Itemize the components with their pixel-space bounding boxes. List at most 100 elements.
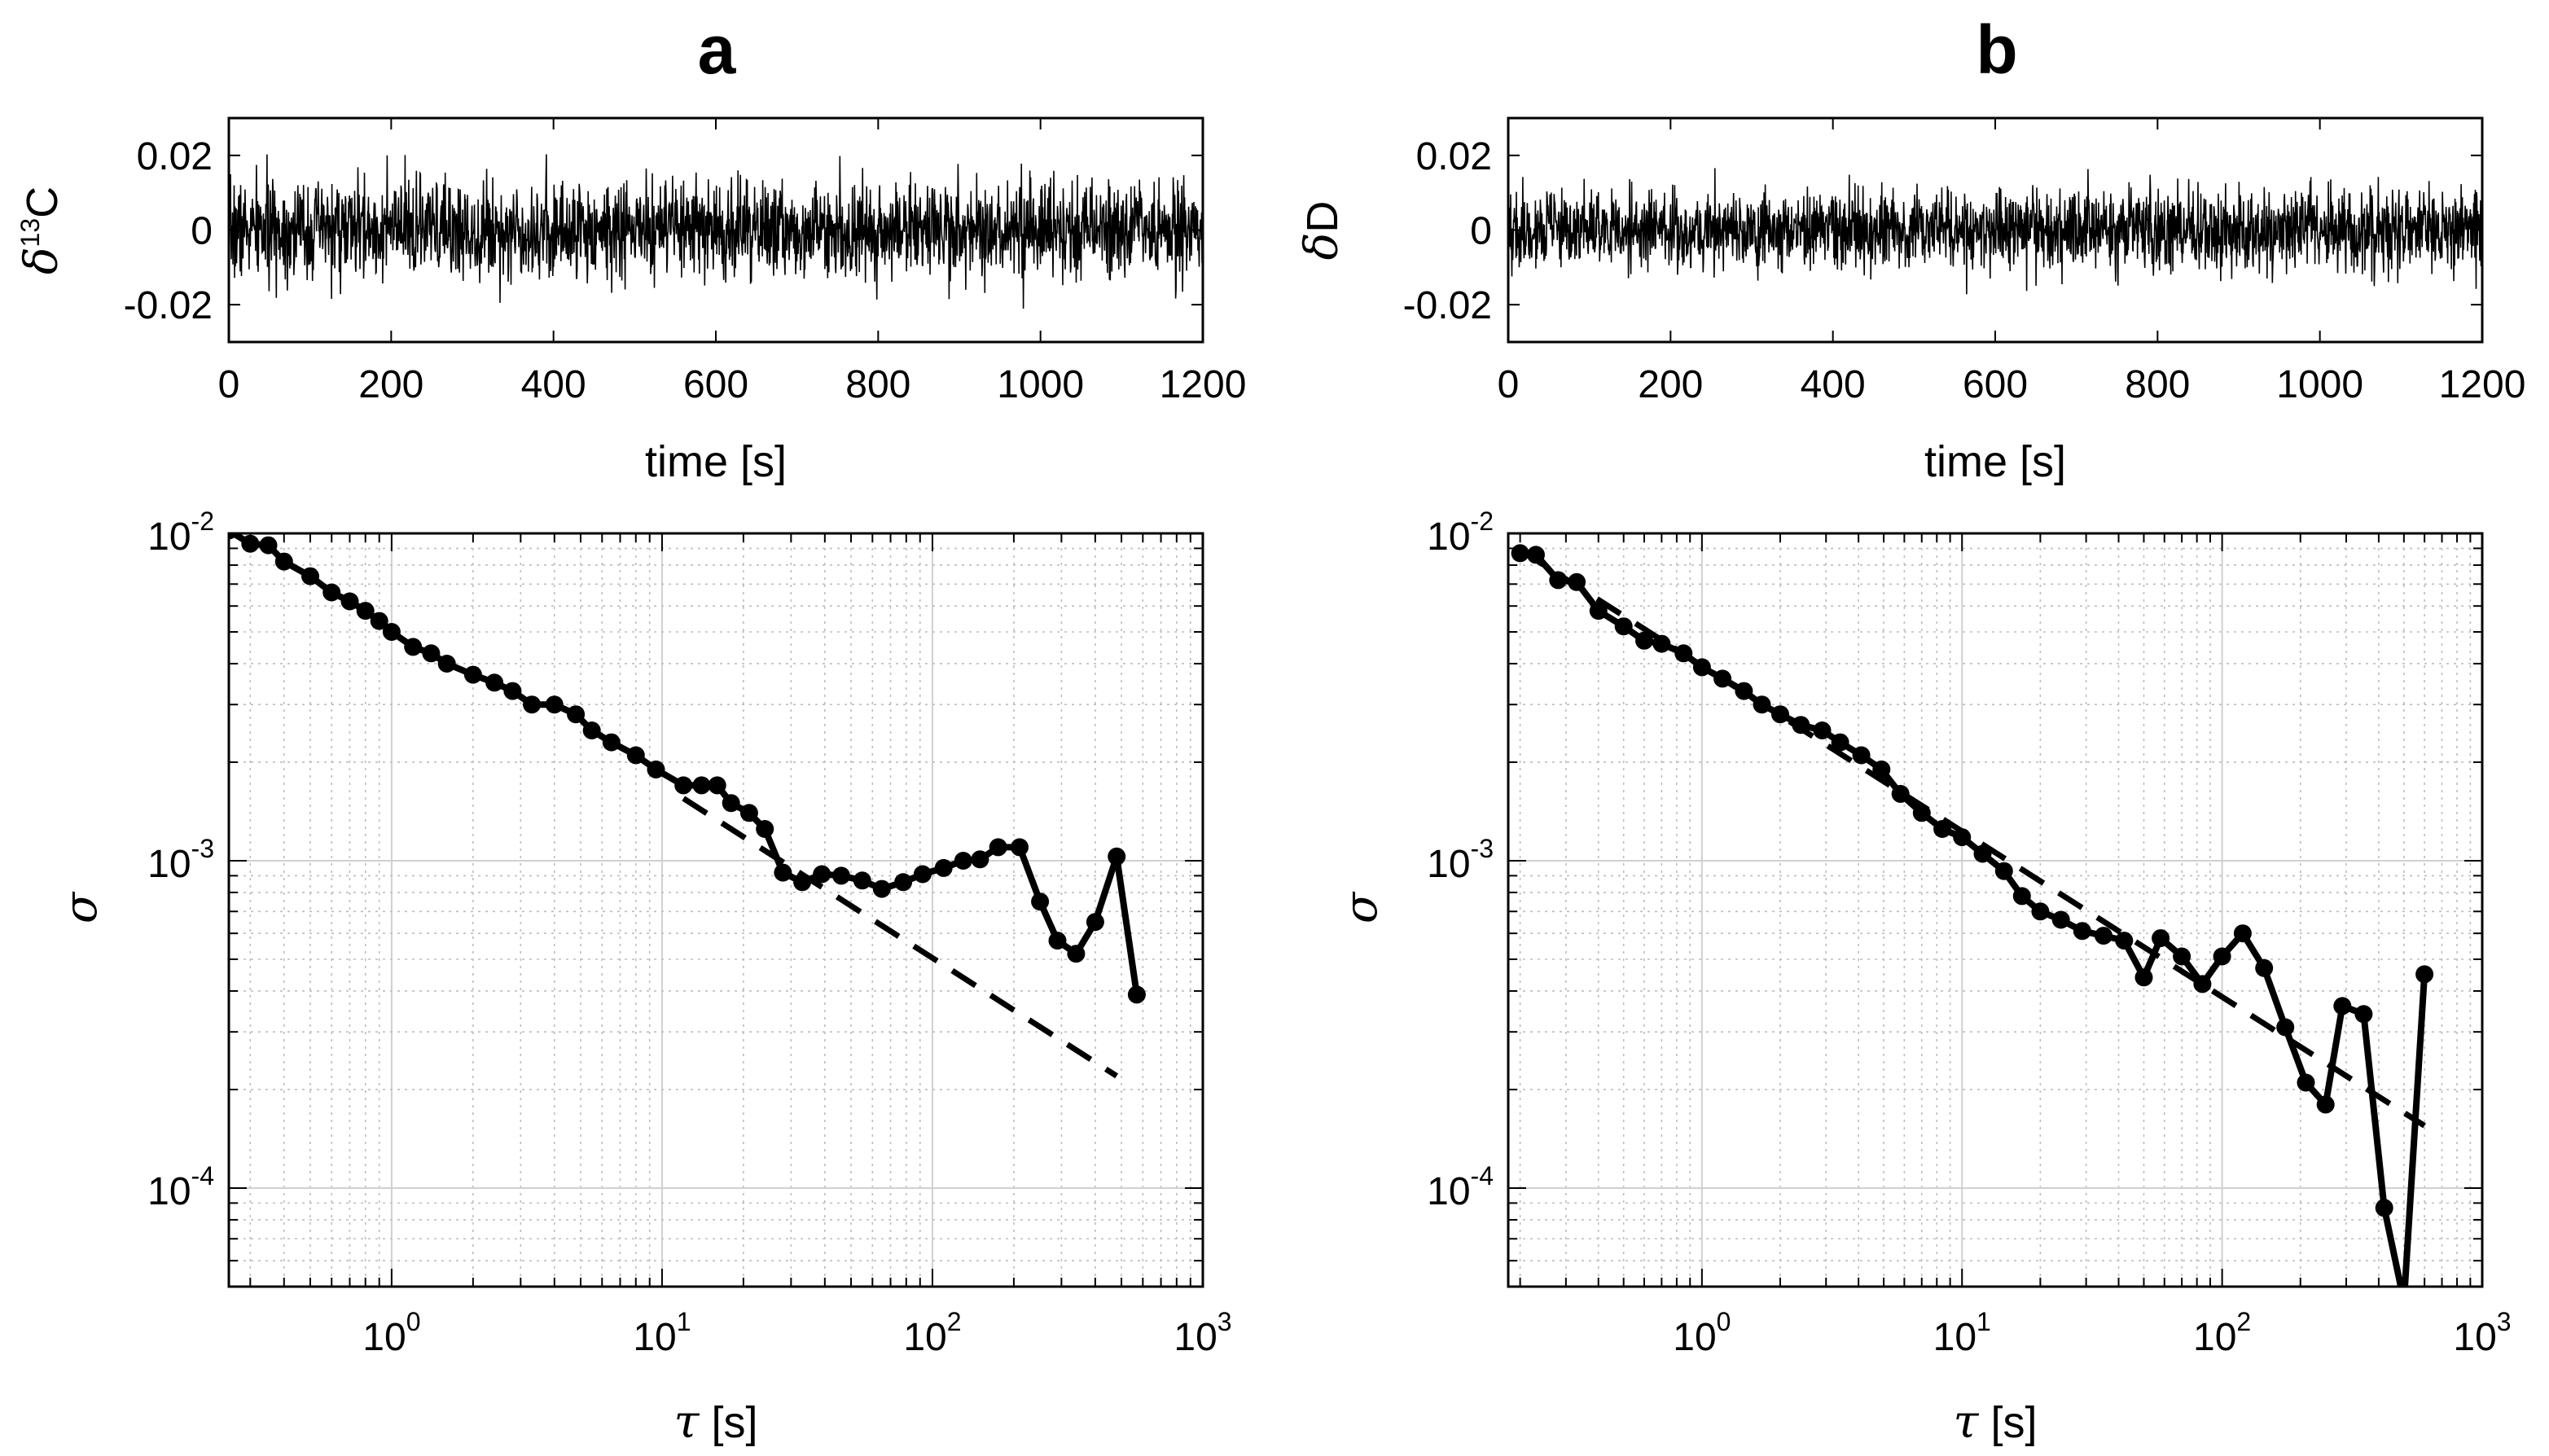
ts-xticks-a: 0 200 400 600 800 1000 1200 (218, 118, 1246, 406)
allan-point (1614, 617, 1633, 636)
y-tick-exponent: -3 (1471, 834, 1494, 863)
y-tick-exponent: -4 (191, 1161, 214, 1191)
x-tick-base: 10 (633, 1316, 676, 1359)
allan-point (259, 536, 278, 555)
ad-frame-a (227, 532, 1204, 1288)
allan-point (1813, 721, 1832, 739)
allan-point (2095, 927, 2112, 945)
y-tick-label: 0 (191, 210, 213, 253)
ad-series-b (1511, 544, 2434, 1287)
x-tick-label: 0 (218, 363, 240, 406)
ts-line--13C-time-series (228, 154, 1204, 309)
x-tick-label: 400 (521, 363, 586, 406)
allan-point (404, 638, 423, 656)
x-tick-base: 10 (2193, 1316, 2236, 1359)
allan-deviation-line (1520, 550, 2428, 1287)
allan-point (2012, 887, 2031, 906)
fit-dashed-line (682, 796, 1119, 1079)
allan-point (1831, 733, 1849, 752)
x-tick-label: 800 (845, 363, 910, 406)
x-tick-label: 101 (1933, 1307, 1991, 1359)
allan-point (340, 592, 359, 611)
y-tick-label: 0.02 (1416, 135, 1492, 178)
x-tick-label: 102 (2193, 1307, 2251, 1359)
y-tick-label: 10-3 (1427, 834, 1494, 886)
allan-point (708, 776, 726, 795)
y-tick-exponent: -3 (191, 834, 214, 863)
ts-xlabel-a: time [s] (645, 437, 787, 486)
allan-point (523, 695, 542, 714)
y-tick-base: 10 (1427, 843, 1470, 886)
x-tick-label: 1000 (997, 363, 1084, 406)
y-tick-label: 0 (1470, 210, 1492, 253)
ts-line--D-time-series (1507, 168, 2483, 295)
ad-xlabel-a: τ [s] (674, 1396, 758, 1449)
allan-point (1635, 631, 1653, 650)
allan-point (370, 612, 388, 630)
allan-point (503, 682, 522, 700)
allan-point (1048, 932, 1067, 950)
allan-point (2297, 1073, 2315, 1092)
allan-point (647, 760, 665, 778)
x-tick-exponent: 1 (677, 1307, 691, 1336)
x-tick-base: 10 (1933, 1316, 1976, 1359)
y-tick-label: 10-4 (1427, 1161, 1494, 1213)
allan-point (602, 733, 621, 752)
ts-ylabel-suffix-b: D (1298, 201, 1347, 233)
allan-point (485, 673, 504, 692)
allan-point (894, 873, 913, 892)
x-tick-label: 100 (362, 1307, 420, 1359)
allan-point (2152, 929, 2170, 948)
ad-xlabel-symbol-a: τ (674, 1396, 700, 1449)
y-tick-base: 10 (147, 1170, 191, 1213)
allan-point (1692, 658, 1711, 677)
y-tick-exponent: -2 (1471, 507, 1494, 536)
ts-xlabel-b: time [s] (1924, 437, 2066, 486)
ts-ylabel-b: δD (1296, 201, 1349, 261)
allan-point (1589, 602, 1608, 621)
allan-point (692, 776, 711, 795)
x-tick-exponent: 2 (2236, 1307, 2251, 1336)
ad-frame-b (1507, 532, 2484, 1288)
y-tick-label: -0.02 (124, 284, 213, 327)
x-tick-base: 10 (1174, 1316, 1217, 1359)
allan-point (2255, 958, 2274, 977)
x-tick-label: 800 (2125, 363, 2190, 406)
allan-point (1852, 746, 1871, 765)
ad-xticks-b: 100 101 102 103 (1519, 533, 2512, 1359)
y-tick-base: 10 (147, 515, 191, 559)
allan-point (954, 852, 972, 870)
x-tick-base: 10 (1673, 1316, 1716, 1359)
allan-point (1031, 892, 1050, 911)
y-tick-exponent: -2 (191, 507, 214, 536)
x-tick-label: 400 (1801, 363, 1866, 406)
allan-point (722, 794, 740, 813)
y-tick-label: 10-2 (147, 507, 214, 559)
allan-point (2354, 1005, 2373, 1024)
y-tick-label: 10-4 (147, 1161, 214, 1213)
x-tick-label: 102 (903, 1307, 961, 1359)
ts-yticks-a: -0.02 0 0.02 (124, 135, 1203, 327)
ts-yticks-b: -0.02 0 0.02 (1403, 135, 2482, 327)
allan-point (1067, 945, 1086, 963)
ad-xticks-a: 100 101 102 103 (249, 533, 1232, 1359)
x-tick-base: 10 (362, 1316, 406, 1359)
allan-point (1108, 847, 1126, 866)
ts-ylabel-sup-a: 13 (15, 218, 45, 248)
allan-point (463, 665, 482, 684)
allan-point (2415, 965, 2434, 984)
x-tick-exponent: 0 (406, 1307, 421, 1336)
x-tick-base: 10 (2453, 1316, 2496, 1359)
allan-point (1735, 682, 1753, 700)
x-tick-exponent: 3 (1217, 1307, 1232, 1336)
fit-dashed-line (1518, 547, 2427, 1129)
allan-point (756, 820, 774, 838)
allan-point (934, 858, 953, 877)
allan-point (545, 695, 564, 714)
y-tick-base: 10 (147, 843, 191, 886)
allan-point (739, 804, 758, 822)
allan-point (2276, 1018, 2295, 1037)
allan-point (813, 865, 831, 884)
